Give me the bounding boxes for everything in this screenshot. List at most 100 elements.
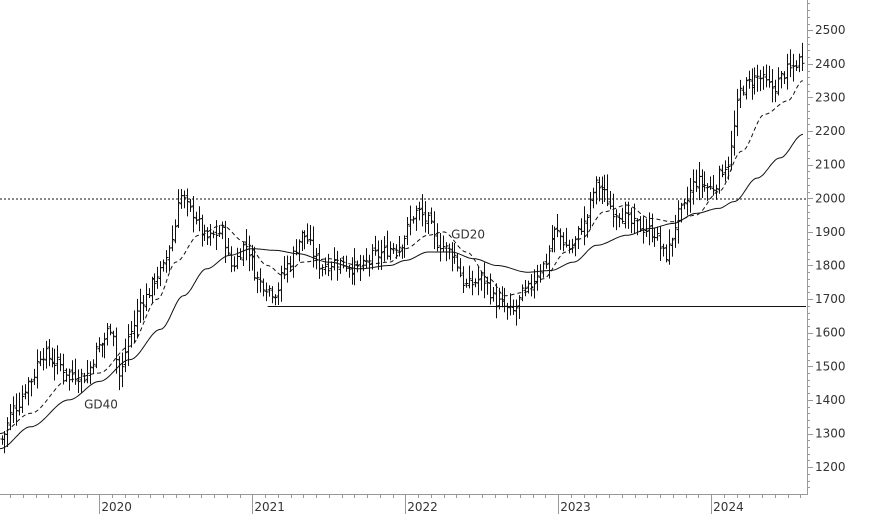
ohlc-bar <box>600 176 605 205</box>
ohlc-bar <box>405 216 410 246</box>
ohlc-bar <box>194 211 199 225</box>
ohlc-bar <box>420 194 425 227</box>
ohlc-bar <box>591 187 596 209</box>
ohlc-bar <box>423 201 428 233</box>
ohlc-bar <box>447 243 452 260</box>
ohlc-bar <box>467 265 472 289</box>
ohlc-bar <box>452 243 457 264</box>
ohlc-bar <box>73 358 78 385</box>
ohlc-bar <box>494 283 499 319</box>
ohlc-bar <box>358 254 363 282</box>
ohlc-bar <box>50 347 55 368</box>
ohlc-bar <box>58 353 63 372</box>
ohlc-bar <box>305 223 310 245</box>
ohlc-bar <box>376 240 381 270</box>
y-tick-label: 2100 <box>815 158 846 172</box>
x-tick-label: 2023 <box>560 500 591 514</box>
ohlc-bar <box>526 280 531 294</box>
y-tick-label: 2300 <box>815 90 846 104</box>
ohlc-bar <box>8 404 13 431</box>
ohlc-bar <box>602 174 607 203</box>
ohlc-bar <box>567 239 572 254</box>
ohlc-bar <box>288 256 293 272</box>
ohlc-bar <box>126 324 131 366</box>
ohlc-bar <box>29 378 34 397</box>
ohlc-bar <box>158 261 163 287</box>
ohlc-bar <box>511 299 516 315</box>
ohlc-bar <box>41 348 46 371</box>
ohlc-bar <box>491 287 496 302</box>
ohlc-bar <box>782 71 787 84</box>
x-tick-label: 2022 <box>407 500 438 514</box>
ohlc-bar <box>529 273 534 297</box>
ohlc-bar <box>335 250 340 281</box>
ohlc-bar <box>323 257 328 275</box>
ohlc-bar <box>258 268 263 293</box>
ohlc-bar <box>691 169 696 205</box>
ohlc-bar <box>129 320 134 348</box>
ohlc-bar <box>273 294 278 306</box>
x-tick-label: 2021 <box>254 500 285 514</box>
ohlc-bar <box>326 253 331 277</box>
ohlc-bar <box>229 246 234 273</box>
ohlc-bar <box>23 384 28 400</box>
ohlc-bar <box>702 171 707 192</box>
ohlc-bar <box>544 253 549 269</box>
ohlc-bar <box>270 286 275 304</box>
ohlc-bar <box>70 360 75 383</box>
ohlc-bar <box>561 232 566 252</box>
ohlc-bar <box>661 243 666 257</box>
ohlc-bar <box>26 377 31 406</box>
ohlc-bar <box>711 174 716 196</box>
ohlc-bar <box>764 64 769 88</box>
ohlc-bar <box>455 253 460 272</box>
ohlc-bar <box>202 224 207 242</box>
ohlc-bar <box>535 264 540 291</box>
ohlc-bar <box>385 230 390 260</box>
ohlc-bar <box>200 214 205 247</box>
ohlc-bar <box>797 53 802 73</box>
ohlc-bar <box>708 176 713 190</box>
y-tick-label: 2400 <box>815 57 846 71</box>
ohlc-bar <box>655 226 660 241</box>
ohlc-bar <box>629 207 634 234</box>
ohlc-bar <box>767 65 772 88</box>
ohlc-bar <box>585 214 590 238</box>
ohlc-bar <box>500 286 505 308</box>
ohlc-bar <box>700 169 705 199</box>
ohlc-bar <box>397 235 402 257</box>
ohlc-bar <box>61 353 66 385</box>
y-tick-label: 1900 <box>815 225 846 239</box>
ohlc-bar <box>588 192 593 229</box>
ohlc-bar <box>470 270 475 296</box>
ohlc-bar <box>285 255 290 283</box>
y-tick-label: 2500 <box>815 23 846 37</box>
ohlc-bar <box>426 212 431 234</box>
ohlc-bar <box>558 228 563 250</box>
ohlc-bar <box>638 216 643 233</box>
ohlc-bar <box>508 293 513 316</box>
ohlc-bar <box>597 176 602 202</box>
ohlc-bar <box>247 235 252 272</box>
gd20-label: GD20 <box>451 228 485 242</box>
ohlc-bar <box>220 221 225 240</box>
ohlc-bar <box>523 280 528 297</box>
ohlc-bar <box>488 273 493 305</box>
annotations: GD20 GD40 <box>84 228 485 412</box>
ohlc-bar <box>779 70 784 89</box>
ohlc-bar <box>155 266 160 289</box>
ohlc-bar <box>205 227 210 246</box>
ohlc-bar <box>67 368 72 391</box>
ohlc-bar <box>605 174 610 207</box>
ohlc-bar <box>614 209 619 231</box>
y-tick-label: 1800 <box>815 258 846 272</box>
ohlc-bar <box>11 396 16 423</box>
ohlc-bar <box>682 198 687 210</box>
ohlc-bar <box>485 276 490 295</box>
ohlc-bar <box>514 299 519 326</box>
ohlc-bar <box>582 206 587 246</box>
ohlc-bar <box>458 258 463 278</box>
ohlc-bar <box>670 237 675 257</box>
ohlc-bar <box>741 85 746 96</box>
